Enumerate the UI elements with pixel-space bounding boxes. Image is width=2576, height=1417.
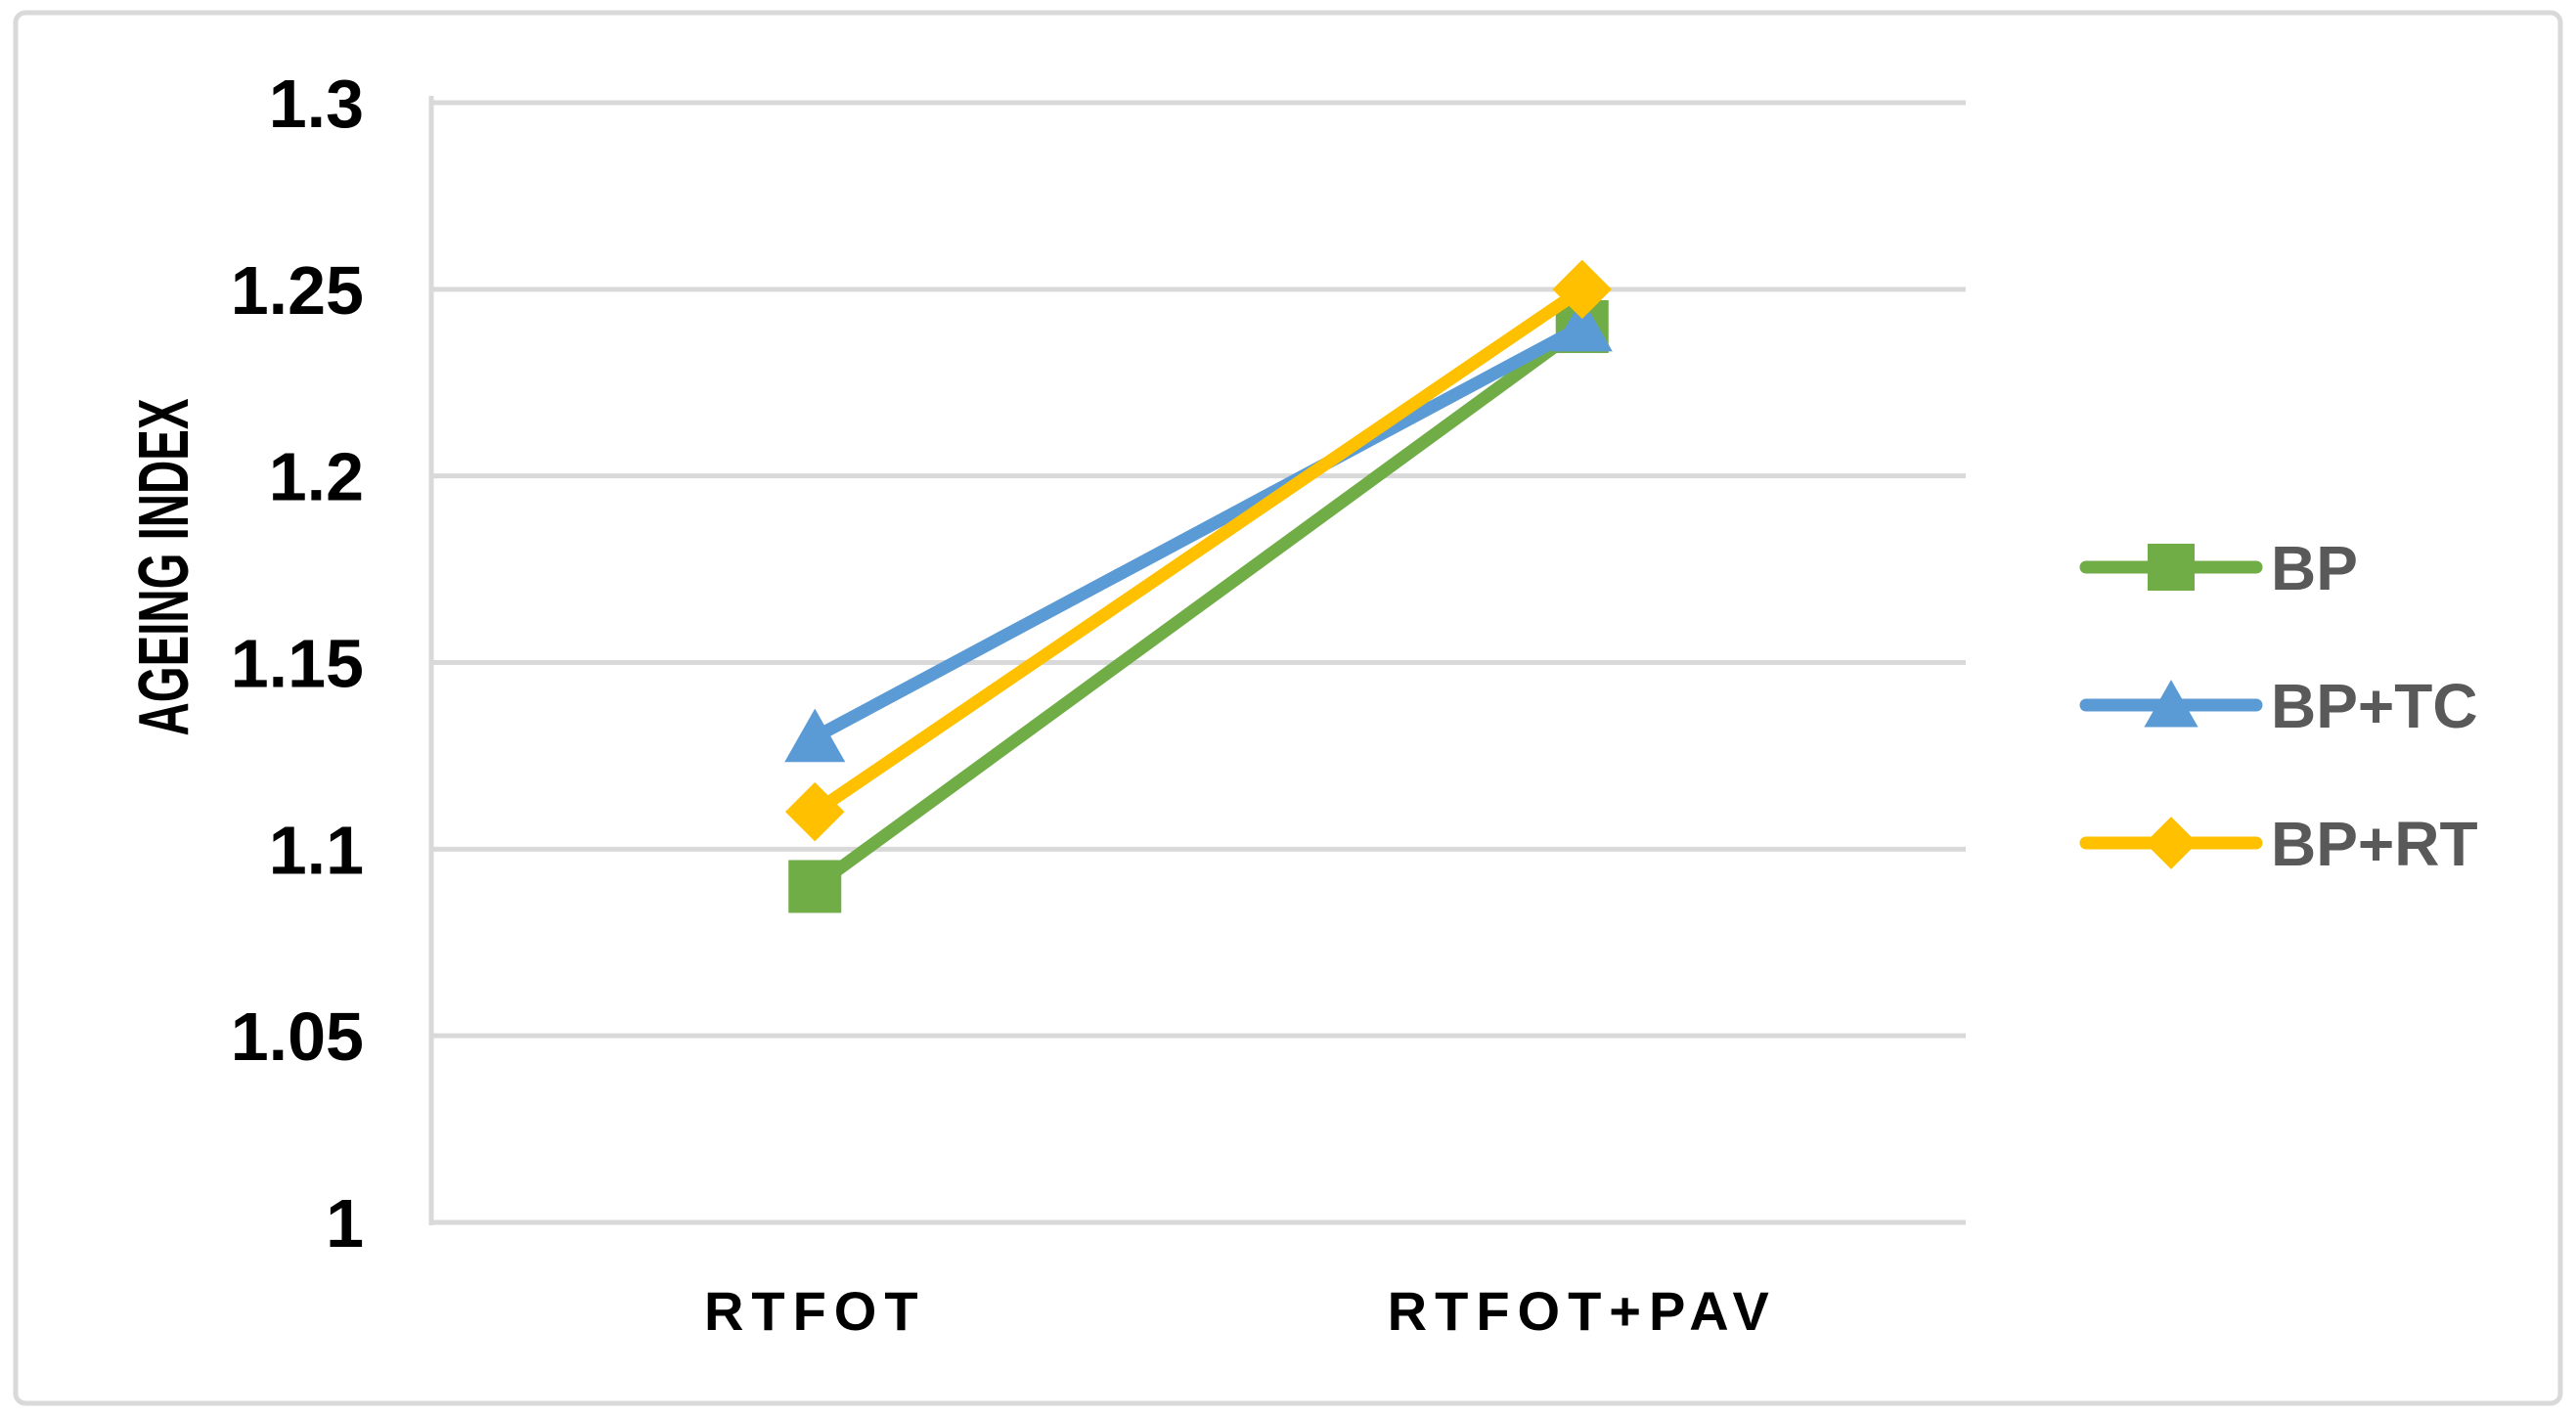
series-line-BP+TC xyxy=(808,320,1589,744)
series-line-BP+RT xyxy=(808,283,1589,819)
legend-label: BP+TC xyxy=(2271,671,2478,741)
y-tick-labels: 1 1.05 1.1 1.15 1.2 1.25 1.3 xyxy=(231,66,364,1262)
x-category-labels: RTFOT RTFOT+PAV xyxy=(704,1280,1777,1342)
chart-border xyxy=(13,10,2563,1406)
x-category-label: RTFOT xyxy=(704,1280,926,1342)
legend-diamond-icon xyxy=(2145,817,2198,869)
legend-item-BP: BP xyxy=(2079,533,2358,603)
y-tick-label: 1.2 xyxy=(269,439,364,515)
y-axis-title: AGEING INDEX xyxy=(125,399,203,736)
y-tick-label: 1.3 xyxy=(269,66,364,142)
legend-square-icon xyxy=(2148,544,2195,591)
marker-BP-RTFOT xyxy=(788,860,842,913)
y-tick-label: 1.05 xyxy=(231,998,364,1075)
marker-BP+RT-RTFOT+PAV xyxy=(1552,259,1612,320)
y-tick-label: 1.1 xyxy=(269,812,364,888)
gridlines-layer xyxy=(431,100,1966,1225)
legend: BP BP+TC BP+RT xyxy=(2079,533,2478,879)
marker-BP+TC-RTFOT+PAV xyxy=(1551,297,1613,352)
series-line-BP xyxy=(808,320,1589,893)
legend-item-BP+RT: BP+RT xyxy=(2079,809,2478,879)
x-category-label: RTFOT+PAV xyxy=(1388,1280,1777,1342)
y-tick-label: 1 xyxy=(326,1185,364,1262)
legend-item-BP+TC: BP+TC xyxy=(2079,671,2478,741)
marker-BP+TC-RTFOT xyxy=(784,708,846,763)
legend-triangle-icon xyxy=(2144,680,2198,728)
y-tick-label: 1.25 xyxy=(231,252,364,329)
marker-BP+RT-RTFOT xyxy=(785,781,845,842)
series-layer xyxy=(784,259,1613,913)
y-tick-label: 1.15 xyxy=(231,626,364,702)
legend-label: BP+RT xyxy=(2271,809,2478,879)
legend-label: BP xyxy=(2271,533,2358,603)
